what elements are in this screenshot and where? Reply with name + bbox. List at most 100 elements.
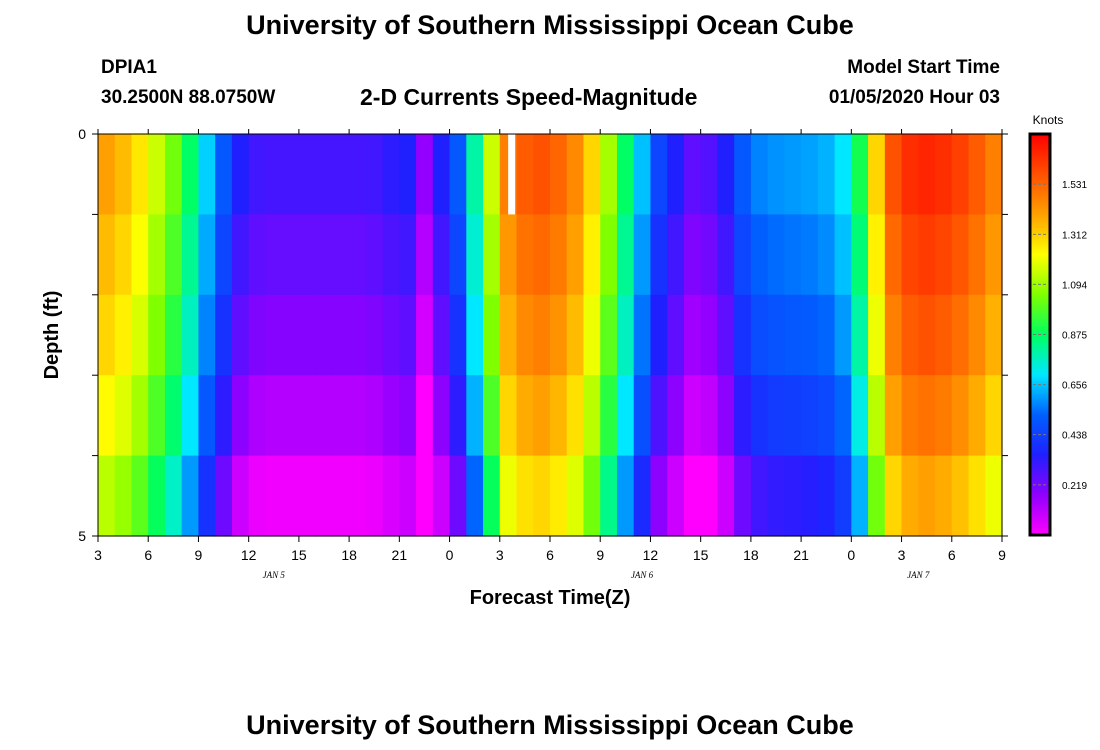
- heatmap-cell: [516, 455, 534, 537]
- heatmap-cell: [968, 214, 986, 296]
- heatmap-cell: [550, 375, 568, 457]
- heatmap-cell: [683, 294, 702, 376]
- colorbar-tick-label: 1.312: [1062, 230, 1087, 241]
- heatmap-cell: [600, 134, 618, 215]
- heatmap-cell: [985, 214, 1003, 296]
- heatmap-cell: [181, 134, 200, 215]
- heatmap-cell: [834, 214, 852, 296]
- colorbar-label: Knots: [1033, 113, 1064, 127]
- heatmap-cell: [114, 214, 133, 296]
- heatmap-cell: [951, 134, 970, 215]
- heatmap-cell: [432, 455, 451, 537]
- heatmap-cell: [884, 214, 903, 296]
- heatmap-cell: [432, 214, 451, 296]
- heatmap-cell: [767, 214, 785, 296]
- x-tick-label: 3: [898, 547, 906, 563]
- heatmap-cell: [198, 134, 216, 215]
- heatmap-cell: [817, 134, 836, 215]
- heatmap-cell: [332, 294, 350, 376]
- heatmap-cell: [801, 214, 819, 296]
- heatmap-cell: [633, 294, 652, 376]
- x-tick-label: 3: [94, 547, 102, 563]
- heatmap-cell: [148, 214, 166, 296]
- heatmap-cell: [164, 134, 183, 215]
- heatmap-cell: [298, 455, 317, 537]
- heatmap-cell: [734, 294, 752, 376]
- heatmap-cell: [349, 134, 367, 215]
- heatmap-cell: [633, 134, 652, 215]
- heatmap-cell: [365, 134, 384, 215]
- heatmap-cell: [164, 294, 183, 376]
- heatmap-cell: [181, 455, 200, 537]
- heatmap-cell: [98, 294, 116, 376]
- heatmap-cell: [365, 455, 384, 537]
- heatmap-cell: [851, 455, 869, 537]
- heatmap-cell: [298, 214, 317, 296]
- heatmap-cell: [499, 375, 518, 457]
- heatmap-cell: [700, 134, 719, 215]
- heatmap-cell: [298, 134, 317, 215]
- heatmap-cell: [667, 455, 685, 537]
- heatmap-cell: [98, 455, 116, 537]
- heatmap-cell: [884, 375, 903, 457]
- colorbar-tick-label: 0.438: [1062, 431, 1087, 442]
- heatmap-cell: [985, 455, 1003, 537]
- heatmap-cell: [131, 375, 149, 457]
- heatmap-cell: [114, 455, 133, 537]
- heatmap-cell: [315, 134, 333, 215]
- heatmap-cell: [215, 134, 233, 215]
- heatmap-cell: [801, 134, 819, 215]
- heatmap-cell: [248, 214, 267, 296]
- heatmap-cell: [868, 455, 886, 537]
- heatmap-cell: [767, 294, 785, 376]
- heatmap-cell: [265, 214, 283, 296]
- heatmap-cell: [282, 294, 300, 376]
- heatmap-cell: [851, 375, 869, 457]
- x-tick-label: 12: [241, 547, 257, 563]
- heatmap-cell: [667, 375, 685, 457]
- heatmap-cell: [801, 294, 819, 376]
- heatmap-cell: [935, 214, 953, 296]
- heatmap-cell: [700, 214, 719, 296]
- heatmap-cell: [265, 134, 283, 215]
- heatmap-cell: [282, 214, 300, 296]
- date-label: JAN 6: [631, 570, 654, 580]
- heatmap-cell: [298, 294, 317, 376]
- heatmap-cell: [332, 214, 350, 296]
- x-tick-label: 21: [392, 547, 408, 563]
- station-id: DPIA1: [101, 57, 157, 78]
- x-tick-label: 9: [998, 547, 1006, 563]
- heatmap-cell: [231, 214, 250, 296]
- heatmap-cell: [181, 294, 200, 376]
- heatmap-cell: [918, 455, 936, 537]
- heatmap-cell: [968, 375, 986, 457]
- heatmap-cell: [734, 455, 752, 537]
- heatmap-cell: [650, 294, 668, 376]
- heatmap-cell: [717, 294, 735, 376]
- heatmap-cell: [600, 455, 618, 537]
- heatmap-cell: [650, 375, 668, 457]
- model-start-label: Model Start Time: [847, 57, 1000, 78]
- heatmap-cell: [382, 214, 400, 296]
- heatmap-cell: [98, 375, 116, 457]
- heatmap-cell: [884, 455, 903, 537]
- heatmap-cell: [533, 294, 551, 376]
- heatmap-cell: [131, 214, 149, 296]
- heatmap-cell: [499, 214, 518, 296]
- x-tick-label: 3: [496, 547, 504, 563]
- heatmap-cell: [767, 375, 785, 457]
- x-tick-label: 18: [341, 547, 357, 563]
- heatmap-cell: [918, 294, 936, 376]
- heatmap-cell: [466, 294, 484, 376]
- heatmap-cell: [985, 375, 1003, 457]
- heatmap-cell: [918, 134, 936, 215]
- heatmap-cell: [750, 134, 769, 215]
- heatmap-cell: [683, 214, 702, 296]
- colorbar-tick-label: 1.531: [1062, 180, 1087, 191]
- heatmap-cell: [231, 455, 250, 537]
- heatmap-cell: [901, 375, 919, 457]
- heatmap-cell: [868, 134, 886, 215]
- heatmap-cell: [399, 375, 417, 457]
- heatmap-cell: [633, 375, 652, 457]
- heatmap-cell: [131, 294, 149, 376]
